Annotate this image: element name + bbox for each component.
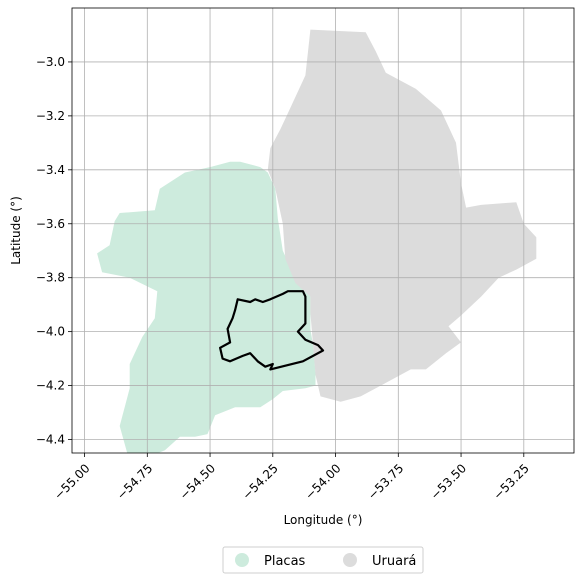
axes-frame (71, 7, 575, 454)
y-tick-label-1: −3.2 (36, 109, 65, 123)
legend-box (222, 546, 424, 574)
y-tick-label-2: −3.4 (36, 163, 65, 177)
y-tick-label-5: −4.0 (36, 325, 65, 339)
y-axis-label: Latitude (°) (9, 196, 23, 265)
y-tick-label-6: −4.2 (36, 379, 65, 393)
y-tick-label-4: −3.8 (36, 271, 65, 285)
study-area-outline (219, 290, 325, 371)
y-tick-label-7: −4.4 (36, 433, 65, 447)
legend-marker-1 (343, 553, 357, 567)
x-axis-label: Longitude (°) (284, 513, 363, 527)
legend-marker-0 (235, 553, 249, 567)
regions-layer (97, 29, 537, 453)
grid-lines (72, 8, 574, 453)
legend-label-0: Placas (264, 554, 306, 569)
region-placas (97, 161, 316, 453)
y-tick-label-3: −3.6 (36, 217, 65, 231)
legend: Placas Uruará (222, 546, 424, 574)
y-tick-label-0: −3.0 (36, 55, 65, 69)
legend-label-1: Uruará (372, 554, 416, 569)
region-uruar- (267, 29, 537, 402)
